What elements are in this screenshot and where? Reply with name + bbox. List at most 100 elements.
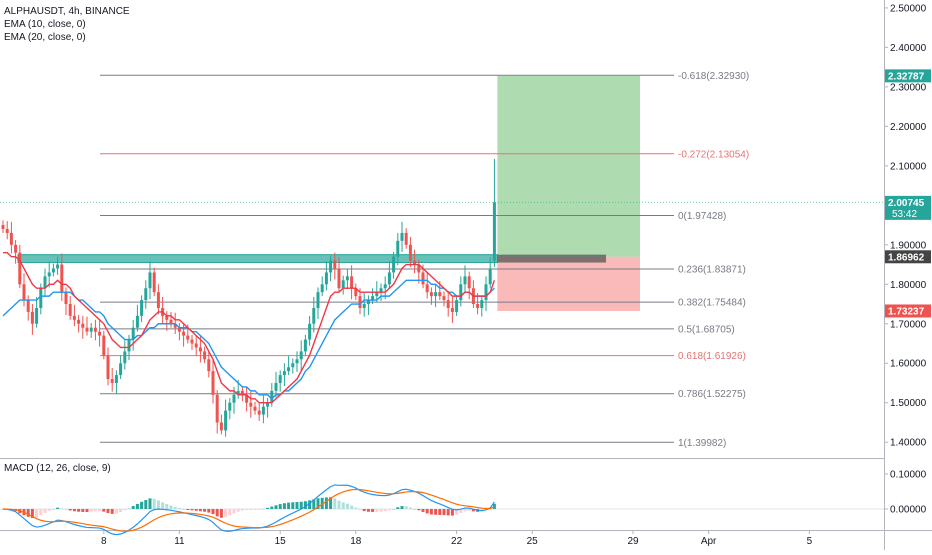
candle-body[interactable]	[68, 304, 72, 316]
candle-body[interactable]	[312, 307, 316, 324]
candle-body[interactable]	[198, 347, 202, 352]
candle-body[interactable]	[228, 402, 232, 411]
candle-body[interactable]	[236, 390, 240, 395]
candle-body[interactable]	[56, 264, 60, 269]
candle-body[interactable]	[379, 288, 383, 293]
candle-body[interactable]	[266, 402, 270, 407]
candle-body[interactable]	[72, 315, 76, 320]
candle-body[interactable]	[51, 268, 55, 273]
candle-body[interactable]	[396, 240, 400, 257]
candle-body[interactable]	[30, 311, 34, 324]
candle-body[interactable]	[354, 288, 358, 297]
candle-body[interactable]	[186, 335, 190, 340]
candle-body[interactable]	[446, 300, 450, 308]
candle-body[interactable]	[295, 359, 299, 364]
price-label-badge[interactable]	[885, 250, 931, 264]
candle-body[interactable]	[22, 284, 26, 301]
macd-signal-line[interactable]	[2, 488, 495, 532]
support-zone[interactable]	[17, 254, 498, 264]
candle-body[interactable]	[362, 304, 366, 308]
candle-body[interactable]	[123, 351, 127, 364]
candle-body[interactable]	[421, 272, 425, 285]
candle-body[interactable]	[106, 355, 110, 380]
price-label-badge[interactable]	[885, 304, 931, 318]
candle-body[interactable]	[224, 410, 228, 431]
candle-body[interactable]	[329, 260, 333, 273]
candle-body[interactable]	[119, 363, 123, 376]
candle-body[interactable]	[194, 343, 198, 348]
candle-body[interactable]	[358, 296, 362, 308]
candle-body[interactable]	[152, 272, 156, 293]
candle-body[interactable]	[371, 296, 375, 301]
entry-zone-marker[interactable]	[497, 254, 606, 263]
candle-body[interactable]	[140, 300, 144, 316]
candle-body[interactable]	[207, 359, 211, 372]
candle-body[interactable]	[26, 300, 30, 312]
candle-body[interactable]	[240, 390, 244, 395]
candle-body[interactable]	[484, 284, 488, 301]
candle-body[interactable]	[9, 232, 13, 245]
candle-body[interactable]	[463, 276, 467, 285]
candle-body[interactable]	[417, 264, 421, 273]
symbol-title[interactable]: ALPHAUSDT, 4h, BINANCE	[4, 6, 130, 17]
candle-body[interactable]	[249, 402, 253, 407]
candle-body[interactable]	[476, 304, 480, 308]
candle-body[interactable]	[169, 319, 173, 324]
candle-body[interactable]	[245, 394, 249, 403]
candle-body[interactable]	[434, 292, 438, 297]
candle-body[interactable]	[135, 315, 139, 328]
candle-body[interactable]	[425, 284, 429, 293]
ema10-line[interactable]	[3, 251, 496, 404]
candle-body[interactable]	[333, 260, 337, 269]
candle-body[interactable]	[156, 292, 160, 308]
candle-body[interactable]	[274, 382, 278, 391]
candle-body[interactable]	[35, 307, 39, 324]
macd-line[interactable]	[2, 484, 495, 536]
candle-body[interactable]	[320, 284, 324, 293]
candle-body[interactable]	[211, 371, 215, 395]
candle-body[interactable]	[261, 406, 265, 415]
ema20-legend[interactable]: EMA (20, close, 0)	[4, 32, 86, 43]
candle-body[interactable]	[219, 422, 223, 431]
price-label-badge[interactable]	[885, 69, 931, 83]
price-label-badge[interactable]	[885, 195, 931, 220]
candle-body[interactable]	[127, 339, 131, 352]
candle-body[interactable]	[467, 276, 471, 289]
candle-body[interactable]	[392, 256, 396, 273]
candle-body[interactable]	[39, 288, 43, 308]
candle-body[interactable]	[337, 268, 341, 289]
candle-body[interactable]	[89, 327, 93, 332]
candle-body[interactable]	[77, 319, 81, 324]
candle-body[interactable]	[270, 390, 274, 403]
candle-body[interactable]	[303, 339, 307, 352]
candle-body[interactable]	[350, 276, 354, 289]
candle-body[interactable]	[98, 331, 102, 336]
candle-body[interactable]	[400, 232, 404, 241]
candle-body[interactable]	[438, 292, 442, 297]
candle-body[interactable]	[257, 410, 261, 415]
candle-body[interactable]	[291, 363, 295, 368]
candle-body[interactable]	[282, 371, 286, 376]
candle-body[interactable]	[488, 268, 492, 285]
candle-body[interactable]	[85, 327, 89, 332]
candle-body[interactable]	[345, 276, 349, 281]
candle-body[interactable]	[93, 327, 97, 332]
candle-body[interactable]	[14, 244, 18, 253]
candle-body[interactable]	[131, 327, 135, 340]
candle-body[interactable]	[442, 296, 446, 301]
candle-body[interactable]	[308, 323, 312, 340]
candle-body[interactable]	[404, 232, 408, 245]
candle-body[interactable]	[383, 284, 387, 289]
candle-body[interactable]	[64, 292, 68, 305]
candle-body[interactable]	[215, 394, 219, 423]
macd-legend[interactable]: MACD (12, 26, close, 9)	[4, 463, 111, 474]
candle-body[interactable]	[450, 307, 454, 312]
candle-body[interactable]	[413, 260, 417, 265]
candle-body[interactable]	[102, 335, 106, 356]
candle-body[interactable]	[144, 288, 148, 301]
candle-body[interactable]	[165, 315, 169, 320]
candle-body[interactable]	[43, 276, 47, 289]
candle-body[interactable]	[190, 339, 194, 344]
